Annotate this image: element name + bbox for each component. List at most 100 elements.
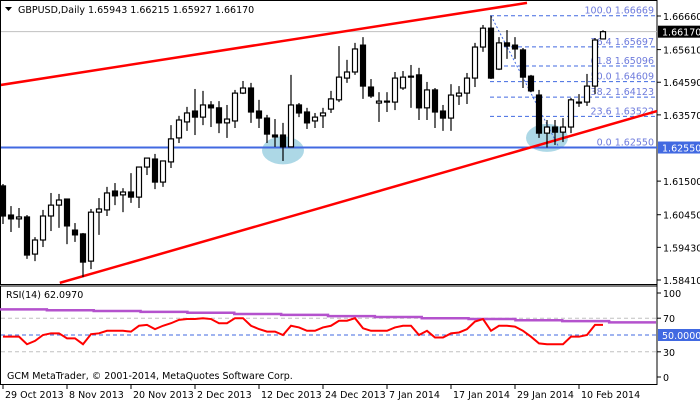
candle — [423, 81, 431, 120]
candle-body-bull — [287, 104, 295, 148]
candle-body-bear — [1, 185, 7, 217]
fib-level-label: 38.2 1.64123 — [591, 87, 654, 98]
candle-body-bull — [471, 46, 479, 79]
candle — [119, 188, 127, 213]
candle — [335, 46, 343, 103]
collapse-triangle-icon[interactable] — [5, 7, 12, 11]
candle-body-bull — [479, 27, 487, 48]
rsi-tick-label: 70 — [663, 314, 675, 325]
candle — [503, 30, 511, 59]
candle — [495, 37, 503, 71]
price-tick-label: 1.61500 — [663, 177, 700, 188]
candle — [151, 153, 159, 190]
candle-body-bull — [455, 92, 463, 97]
candle-body-bull — [31, 239, 39, 255]
rsi-tick-label: 100 — [663, 289, 681, 300]
candle-body-bear — [511, 44, 519, 50]
candle-body-bear — [303, 111, 311, 124]
candle-body-bear — [551, 126, 559, 133]
rsi-tick-label: 0 — [663, 373, 669, 384]
candle — [471, 42, 479, 88]
candle-body-bull — [175, 119, 183, 139]
candle-body-bull — [599, 31, 607, 40]
copyright-text: GCM MetaTrader, © 2001-2014, MetaQuotes … — [7, 371, 293, 382]
date-tick-label: 17 Jan 2014 — [453, 390, 510, 401]
candle — [527, 74, 535, 93]
candle — [519, 48, 527, 88]
candle-body-bear — [79, 233, 87, 263]
price-tick-label: 1.59430 — [663, 243, 700, 254]
candle — [383, 92, 391, 112]
candle — [255, 99, 263, 128]
candle — [535, 89, 543, 138]
rsi-signal-line — [0, 308, 656, 324]
chart-ohlc: 1.65943 1.66215 1.65927 1.66170 — [88, 5, 254, 16]
candle — [575, 94, 583, 107]
candle-body-bear — [207, 104, 215, 109]
candle-body-bear — [431, 89, 439, 113]
candle-body-bear — [383, 100, 391, 103]
candle-body-bear — [295, 104, 303, 114]
rsi-tick-label: 30 — [663, 348, 675, 359]
candle — [207, 101, 215, 128]
candle-body-bull — [583, 85, 591, 103]
candle — [95, 198, 103, 235]
candle — [71, 223, 79, 242]
price-tick-label: 1.60450 — [663, 211, 700, 222]
candle-body-bull — [119, 191, 127, 196]
candle — [135, 166, 143, 208]
candle — [551, 120, 559, 145]
candle — [215, 101, 223, 134]
main-price-panel[interactable]: 100.0 1.66669 76.4 1.65697 61.8 1.65096 50.… — [0, 1, 657, 284]
candle — [559, 118, 567, 143]
current-price-badge — [658, 25, 700, 38]
candle — [231, 89, 239, 128]
candle — [111, 183, 119, 206]
candle-body-bull — [183, 112, 191, 123]
candle — [463, 72, 471, 104]
candle-body-bull — [15, 216, 23, 220]
candle — [263, 114, 271, 144]
candle — [319, 107, 327, 128]
candle-body-bear — [415, 74, 423, 109]
fib-level-label: 50.0 1.64609 — [591, 72, 654, 83]
date-tick-label: 2 Dec 2013 — [197, 390, 252, 401]
candle — [279, 122, 287, 161]
candle — [223, 104, 231, 138]
candle-body-bear — [255, 110, 263, 119]
candle-body-bear — [367, 86, 375, 97]
candle-body-bull — [447, 94, 455, 119]
current-price-label: 1.66170 — [662, 28, 700, 39]
candle — [47, 192, 55, 232]
fib-level-label: 23.6 1.63522 — [591, 106, 654, 117]
candle — [391, 72, 399, 111]
candle-body-bear — [263, 117, 271, 135]
upper-channel-trendline — [1, 1, 528, 87]
candle-body-bear — [63, 198, 71, 227]
candle-body-bull — [319, 112, 327, 117]
fib-level-label: 61.8 1.65096 — [591, 56, 654, 67]
candle-body-bear — [359, 44, 367, 87]
rsi-panel[interactable] — [0, 308, 657, 353]
candle — [311, 112, 319, 128]
candle-body-bear — [215, 107, 223, 124]
candle-body-bull — [159, 160, 167, 183]
candle — [343, 59, 351, 83]
price-tick-label: 1.64590 — [663, 78, 700, 89]
date-tick-label: 29 Jan 2014 — [517, 390, 574, 401]
candle-body-bull — [343, 71, 351, 79]
candle-body-bull — [567, 99, 575, 128]
candle-body-bull — [199, 104, 207, 118]
candle-body-bull — [87, 211, 95, 262]
candle — [159, 160, 167, 187]
candle — [191, 88, 199, 136]
candle — [31, 237, 39, 262]
candle — [511, 37, 519, 59]
candle-body-bull — [47, 204, 55, 217]
chart-symbol: GBPUSD,Daily — [18, 5, 85, 16]
candle-body-bear — [439, 110, 447, 119]
candle-body-bear — [503, 42, 511, 47]
candle-body-bear — [527, 75, 535, 92]
candle — [567, 97, 575, 134]
